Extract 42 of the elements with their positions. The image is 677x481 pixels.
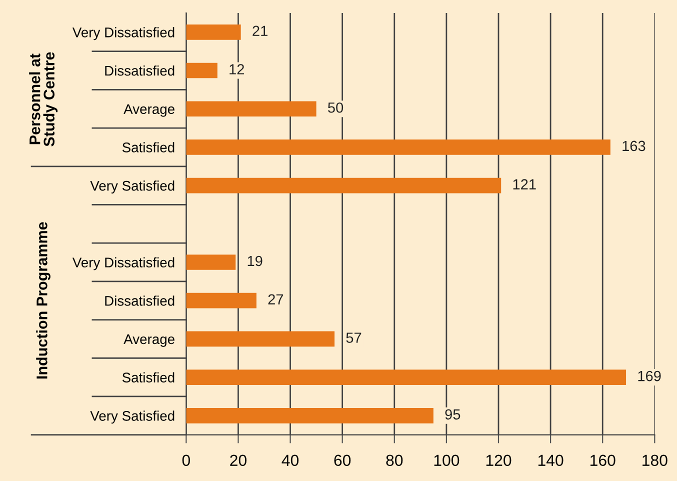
data-label: 169 [638, 370, 661, 382]
data-label: 50 [328, 102, 344, 113]
bar [186, 292, 256, 308]
x-tick-label: 80 [386, 454, 403, 466]
y-tick-label: Dissatisfied [105, 65, 174, 76]
data-label: 27 [268, 294, 284, 304]
data-label: 57 [346, 332, 362, 343]
text: Induction Programme [36, 222, 50, 379]
y-tick-label: Satisfied [122, 372, 174, 382]
y-tick-label: Average [124, 334, 174, 347]
data-label: 19 [248, 256, 262, 266]
x-tick-label: 20 [230, 454, 246, 466]
bar [186, 331, 335, 347]
y-tick-label: Average [124, 104, 174, 117]
y-tick-label: Very Satisfied [90, 410, 174, 424]
x-tick-label: 100 [434, 454, 460, 466]
data-label: 12 [230, 64, 244, 74]
y-tick-label: Very Dissatisfied [72, 27, 174, 40]
x-tick-label: 60 [334, 454, 351, 466]
y-tick-label: Very Satisfied [90, 180, 174, 194]
bar [186, 62, 218, 78]
data-label: 21 [252, 26, 268, 36]
y-tick-label: Dissatisfied [105, 296, 174, 306]
bar [186, 408, 434, 424]
x-tick-label: 40 [282, 454, 299, 466]
bar [186, 101, 316, 117]
bar [186, 24, 241, 40]
y-tick-label: Very Dissatisfied [72, 257, 174, 270]
x-tick-label: 160 [590, 454, 616, 466]
y-tick-label: Satisfied [122, 142, 174, 152]
x-tick-label: 120 [486, 454, 512, 466]
x-tick-label: 140 [538, 454, 564, 466]
text: Personnel at Study Centre [29, 52, 58, 146]
data-label: 95 [445, 409, 460, 420]
bar [186, 140, 610, 155]
bar [186, 254, 236, 270]
x-tick-label: 180 [642, 454, 668, 466]
bar [186, 370, 626, 385]
bar [186, 178, 502, 194]
x-tick-label: 0 [182, 454, 190, 466]
data-label: 163 [622, 140, 646, 152]
data-label: 121 [513, 179, 536, 190]
